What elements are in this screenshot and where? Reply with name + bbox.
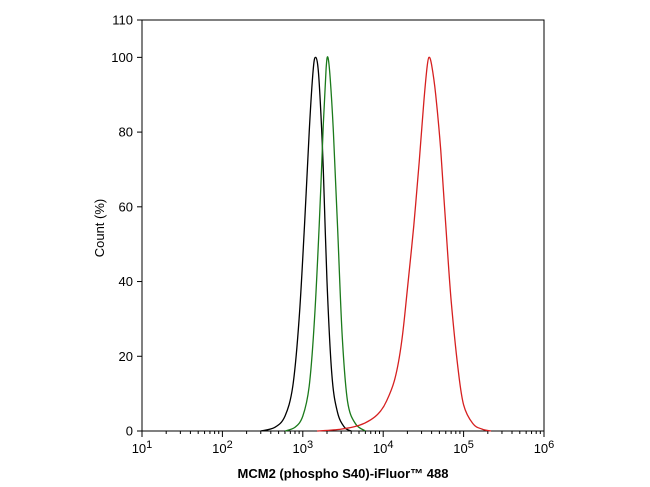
y-tick-label: 0: [126, 424, 133, 439]
x-axis-ticks: 101 102 103 104 105 106: [132, 431, 555, 456]
x-axis-label: MCM2 (phospho S40)-iFluor™ 488: [238, 466, 449, 481]
x-tick-label: 106: [534, 439, 555, 456]
x-tick-label: 101: [132, 439, 153, 456]
y-tick-label: 100: [111, 50, 133, 65]
plot-frame: [141, 19, 545, 432]
y-tick-label: 60: [119, 199, 133, 214]
histogram-curve-1: [260, 56, 352, 432]
x-tick-label: 102: [212, 439, 233, 456]
y-axis-label: Count (%): [92, 199, 107, 258]
histogram-curve-2: [284, 56, 366, 432]
x-tick-label: 105: [453, 439, 474, 456]
y-tick-label: 40: [119, 274, 133, 289]
histogram-curve-3: [316, 56, 492, 432]
x-tick-label: 104: [373, 439, 394, 456]
y-axis-ticks: 0 20 40 60 80 100 110: [111, 13, 142, 439]
y-tick-label: 110: [112, 13, 133, 28]
y-tick-label: 20: [119, 349, 133, 364]
x-tick-label: 103: [293, 439, 314, 456]
y-tick-label: 80: [119, 125, 133, 140]
series-layer: [260, 56, 492, 432]
